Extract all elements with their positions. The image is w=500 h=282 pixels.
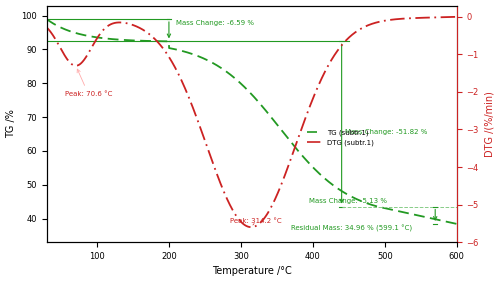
Text: Peak: 70.6 °C: Peak: 70.6 °C: [64, 69, 112, 97]
Text: Mass Change: -5.13 %: Mass Change: -5.13 %: [310, 198, 388, 204]
Y-axis label: TG /%: TG /%: [6, 109, 16, 138]
Text: Residual Mass: 34.96 % (599.1 °C): Residual Mass: 34.96 % (599.1 °C): [292, 225, 412, 232]
Text: Mass Change: -51.82 %: Mass Change: -51.82 %: [345, 129, 428, 135]
Text: Mass Change: -6.59 %: Mass Change: -6.59 %: [176, 20, 254, 26]
X-axis label: Temperature /°C: Temperature /°C: [212, 266, 292, 276]
Text: Peak: 314.2 °C: Peak: 314.2 °C: [230, 218, 281, 225]
Y-axis label: DTG /(%/min): DTG /(%/min): [484, 91, 494, 157]
Legend: TG (subtr.1), DTG (subtr.1): TG (subtr.1), DTG (subtr.1): [304, 127, 376, 149]
